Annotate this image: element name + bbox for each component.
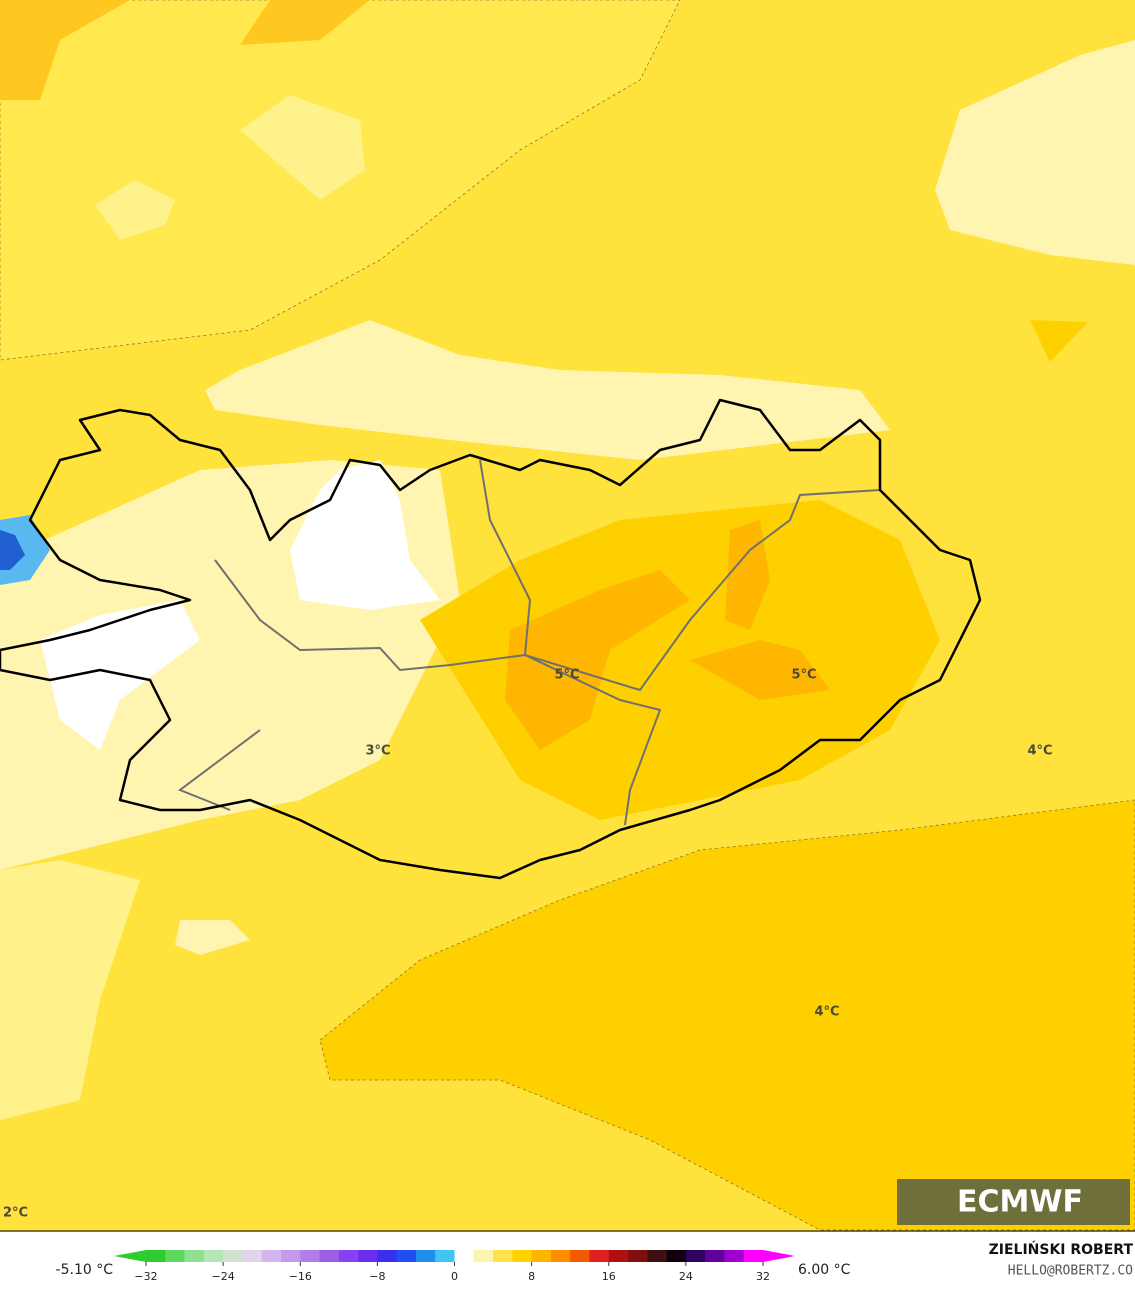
colorbar-swatch (705, 1250, 725, 1262)
colorbar-tick-label: 24 (679, 1270, 693, 1283)
colorbar-end (763, 1250, 795, 1262)
temp-label: 5°C (791, 668, 816, 683)
colorbar-tick-label: 32 (756, 1270, 770, 1283)
colorbar-swatch (570, 1250, 590, 1262)
mild-patch (95, 180, 175, 240)
colorbar-swatch (666, 1250, 687, 1262)
temp-label: 3°C (365, 744, 390, 759)
colorbar-swatch (377, 1250, 398, 1262)
colorbar-swatch (550, 1250, 571, 1262)
colorbar: −32 −24 −16 −8 0 8 16 24 32 (114, 1250, 795, 1283)
mild-patch (0, 860, 140, 1120)
colorbar-swatch (473, 1250, 494, 1262)
colorbar-swatch (724, 1250, 745, 1262)
colorbar-swatch (184, 1250, 205, 1262)
warm-patch (0, 0, 130, 100)
colorbar-swatch (628, 1250, 648, 1262)
colorbar-swatch (319, 1250, 340, 1262)
colorbar-tick-label: −32 (134, 1270, 157, 1283)
map-labels: 5°C 5°C 3°C 4°C 4°C 2°C (3, 668, 1053, 1221)
colorbar-swatch (647, 1250, 668, 1262)
temp-label: 2°C (3, 1206, 28, 1221)
temp-label: 4°C (814, 1005, 839, 1020)
coastline (0, 398, 982, 880)
colorbar-swatch (415, 1250, 436, 1262)
colorbar-swatch (358, 1250, 378, 1262)
cool-zone (205, 320, 890, 460)
cold-zone (290, 460, 440, 610)
warmer-zone (725, 520, 770, 630)
colorbar-tick-label: −16 (289, 1270, 312, 1283)
colorbar-swatch (338, 1250, 359, 1262)
colorbar-swatch (396, 1250, 417, 1262)
coldest-core (0, 530, 25, 570)
cool-patch (175, 920, 250, 955)
colorbar-swatch (223, 1250, 243, 1262)
mild-patch (240, 95, 365, 200)
colorbar-end (114, 1250, 146, 1262)
logo-box (897, 1179, 1130, 1225)
colorbar-swatch (608, 1250, 629, 1262)
colorbar-swatch (454, 1250, 475, 1262)
warm-patch (240, 0, 370, 45)
colorbar-swatch (300, 1250, 321, 1262)
temp-label: 5°C (554, 668, 579, 683)
cool-zone (935, 40, 1135, 265)
colorbar-tick-label: −8 (369, 1270, 385, 1283)
south-warm-zone (319, 799, 1135, 1231)
contact: HELLO@ROBERTZ.CO (1008, 1264, 1133, 1279)
colorbar-swatch (512, 1250, 533, 1262)
colorbar-swatch (203, 1250, 224, 1262)
colorbar-swatch (165, 1250, 186, 1262)
colorbar-swatch (493, 1250, 513, 1262)
logo-text: ECMWF (957, 1185, 1083, 1220)
roads (177, 459, 881, 826)
road (177, 729, 261, 811)
colorbar-max: 6.00 °C (798, 1262, 851, 1278)
colorbar-swatch (242, 1250, 263, 1262)
author: ZIELIŃSKI ROBERT (989, 1240, 1134, 1258)
temperature-field (0, 0, 1135, 1232)
logo: ECMWF (897, 1179, 1130, 1225)
warmer-zone (690, 640, 830, 700)
colorbar-tick-label: 16 (602, 1270, 616, 1283)
warm-patch (1030, 320, 1088, 362)
colorbar-swatch (261, 1250, 282, 1262)
colorbar-swatch (435, 1250, 455, 1262)
colorbar-swatch (685, 1250, 706, 1262)
colorbar-min: -5.10 °C (56, 1262, 114, 1278)
warmer-zone (505, 570, 690, 750)
colorbar-swatch (743, 1250, 764, 1262)
colorbar-tick-label: 8 (528, 1270, 535, 1283)
colorbar-tick-label: 0 (451, 1270, 458, 1283)
colorbar-swatch (146, 1250, 166, 1262)
colorbar-tick-label: −24 (212, 1270, 235, 1283)
road (479, 459, 662, 826)
colorbar-swatch (589, 1250, 610, 1262)
colorbar-swatch (280, 1250, 301, 1262)
colorbar-swatch (531, 1250, 552, 1262)
temp-label: 4°C (1027, 744, 1052, 759)
